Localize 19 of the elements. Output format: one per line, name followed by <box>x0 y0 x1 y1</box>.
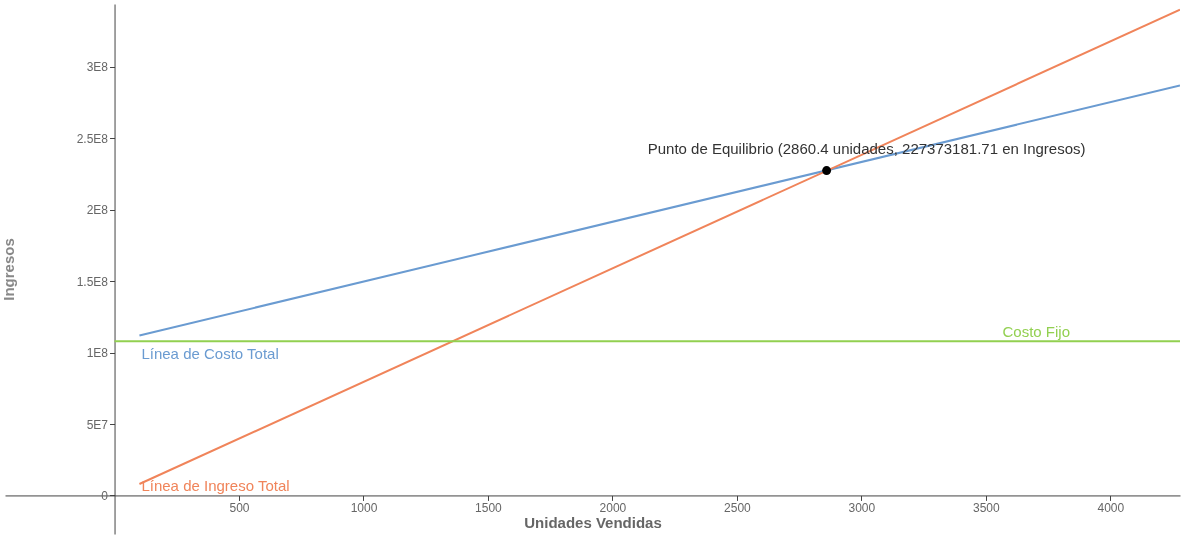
y-tick-label: 2E8 <box>86 203 109 218</box>
y-tick-label: 2.5E8 <box>76 131 109 146</box>
y-tick-label: 3E8 <box>86 60 109 75</box>
x-tick-label: 500 <box>229 500 250 515</box>
y-tick-label: 5E7 <box>86 417 109 432</box>
x-tick-label: 2500 <box>724 500 752 515</box>
x-axis-title: Unidades Vendidas <box>524 513 662 531</box>
x-tick-label: 3000 <box>848 500 876 515</box>
x-tick-label: 1000 <box>350 500 378 515</box>
series-label: Costo Fijo <box>1002 323 1070 341</box>
y-axis-title: Ingresos <box>0 238 17 301</box>
x-tick-label: 4000 <box>1097 500 1125 515</box>
x-tick-label: 3500 <box>972 500 1000 515</box>
y-tick-label: 1E8 <box>86 346 109 361</box>
series-label: Línea de Costo Total <box>141 345 279 363</box>
x-tick-label: 2000 <box>599 500 627 515</box>
x-tick-label: 1500 <box>475 500 503 515</box>
y-tick-label: 1.5E8 <box>76 274 109 289</box>
series-label: Línea de Ingreso Total <box>141 477 290 494</box>
